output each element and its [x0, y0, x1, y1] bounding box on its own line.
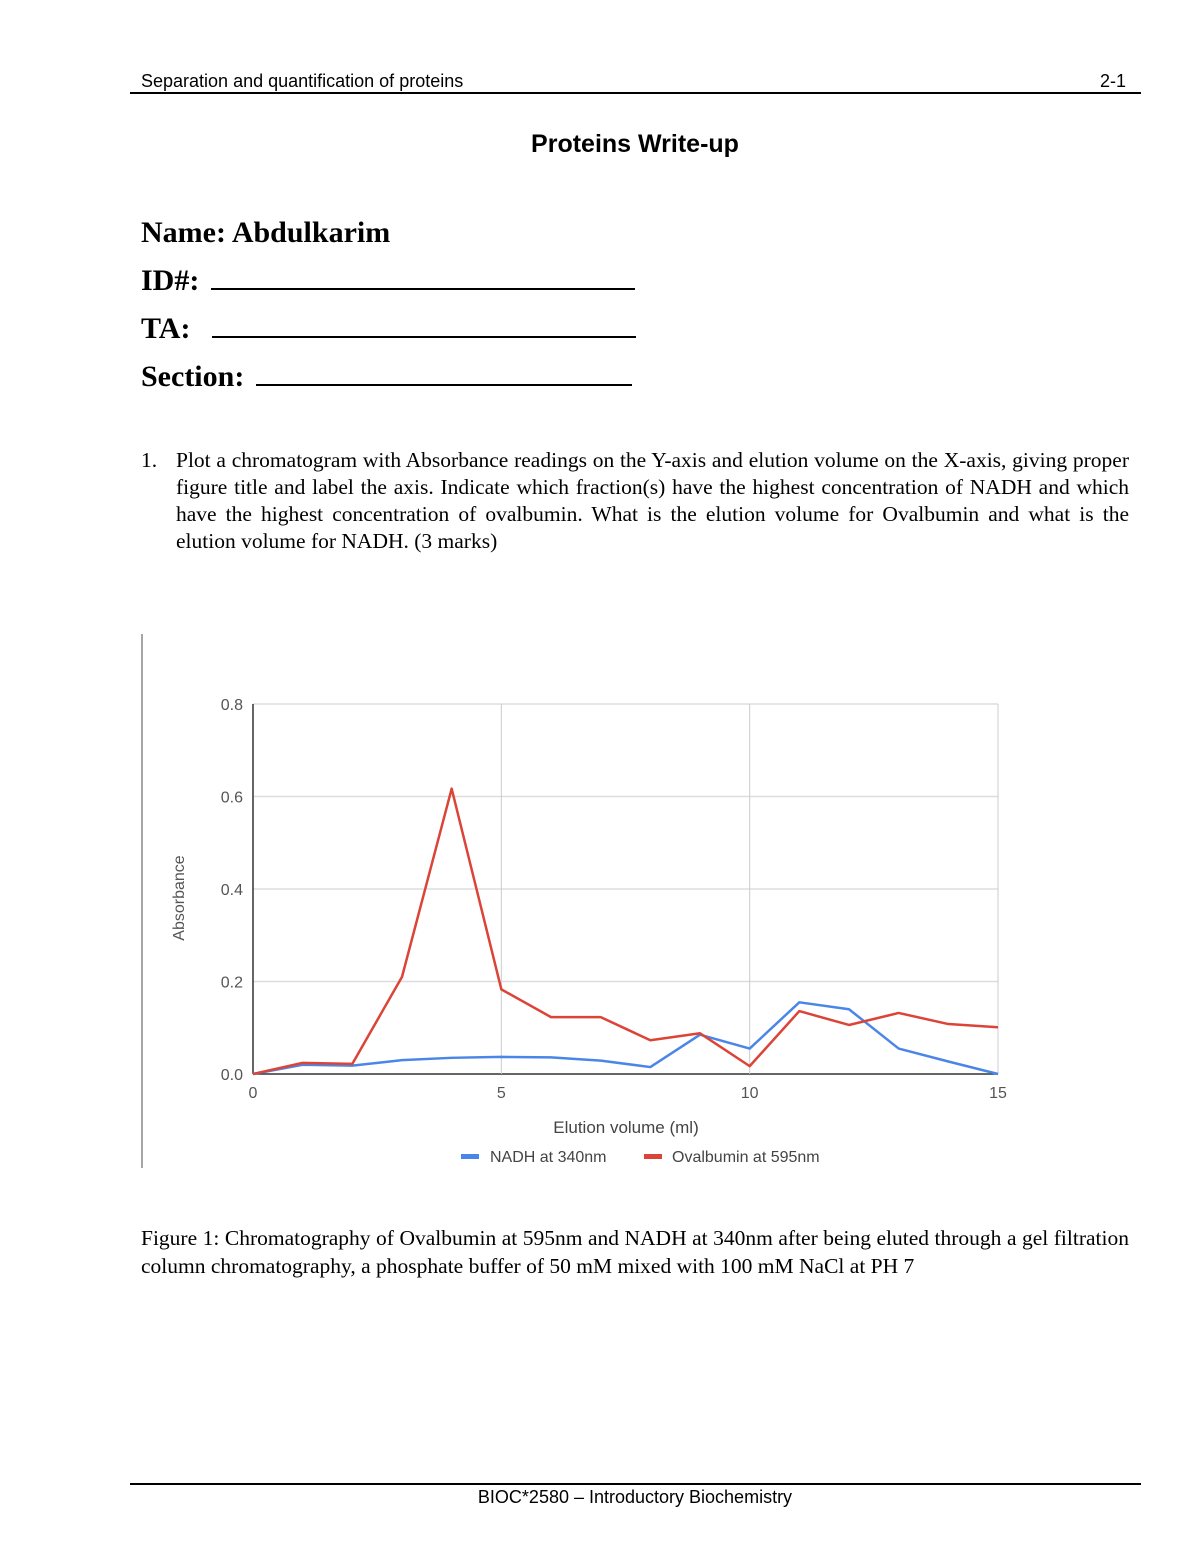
- legend-swatch-ovalbumin: [644, 1154, 662, 1159]
- header-rule: [130, 92, 1141, 94]
- footer-rule: [130, 1483, 1141, 1485]
- x-tick-label: 5: [497, 1085, 506, 1102]
- legend-label-nadh: NADH at 340nm: [490, 1149, 607, 1166]
- name-field: Name: Abdulkarim: [141, 216, 390, 250]
- page-number: 2-1: [1100, 71, 1127, 91]
- running-header-title: Separation and quantification of protein…: [141, 71, 464, 91]
- question-1: 1. Plot a chromatogram with Absorbance r…: [141, 447, 1129, 555]
- ta-field: TA:: [141, 312, 636, 346]
- page-title: Proteins Write-up: [531, 130, 739, 158]
- x-tick-label: 10: [741, 1085, 759, 1102]
- ta-blank: [211, 312, 636, 338]
- x-axis-label: Elution volume (ml): [553, 1118, 699, 1137]
- id-label: ID#:: [141, 264, 200, 297]
- id-field: ID#:: [141, 264, 635, 298]
- x-tick-label: 0: [249, 1085, 258, 1102]
- series-line-nadh: [252, 1001, 999, 1076]
- y-tick-label: 0.0: [221, 1067, 243, 1084]
- section-blank: [255, 360, 632, 386]
- y-axis-label: Absorbance: [171, 855, 188, 940]
- legend-swatch-nadh: [461, 1154, 479, 1159]
- name-value: Abdulkarim: [231, 216, 391, 249]
- ta-label: TA:: [141, 312, 191, 345]
- footer-text: BIOC*2580 – Introductory Biochemistry: [477, 1487, 793, 1507]
- question-text: Plot a chromatogram with Absorbance read…: [176, 448, 1129, 553]
- chromatogram-chart: 0.0 0.2 0.4 0.6 0.8 0 5 10 15 Absorbance Elution…: [141, 634, 1007, 1168]
- y-tick-label: 0.4: [221, 882, 243, 899]
- id-blank: [210, 264, 635, 290]
- y-tick-label: 0.2: [221, 975, 243, 992]
- x-tick-label: 15: [989, 1085, 1007, 1102]
- section-field: Section:: [141, 360, 632, 394]
- series-line-ovalbumin: [252, 787, 999, 1076]
- question-number: 1.: [141, 448, 158, 472]
- y-tick-label: 0.8: [221, 697, 243, 714]
- section-label: Section:: [141, 360, 245, 393]
- figure-caption: Figure 1: Chromatography of Ovalbumin at…: [141, 1226, 1129, 1278]
- legend: NADH at 340nm Ovalbumin at 595nm: [461, 1149, 820, 1166]
- legend-label-ovalbumin: Ovalbumin at 595nm: [672, 1149, 820, 1166]
- y-tick-label: 0.6: [221, 790, 243, 807]
- name-label: Name:: [141, 216, 226, 249]
